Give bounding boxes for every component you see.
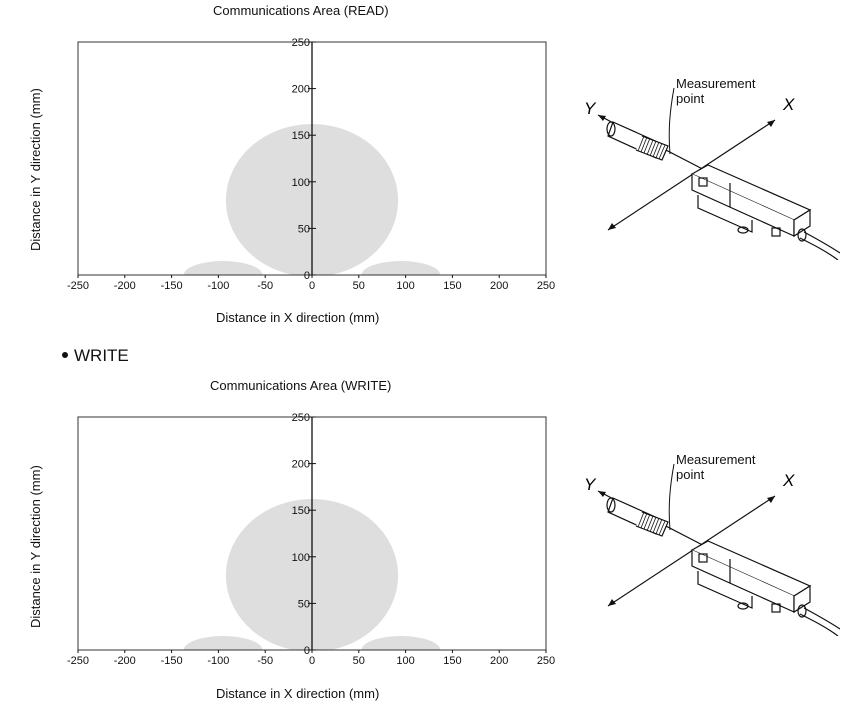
read-y-tick-label: 100 [292,177,310,189]
write-x-axis-letter: X [782,471,795,490]
read-x-tick-label: -150 [161,280,183,292]
write-y-tick-label: 150 [292,505,310,517]
read-x-axis-letter: X [782,95,795,114]
write-y-tick-label: 100 [292,552,310,564]
write-left-side-lobe [183,636,263,650]
write-right-side-lobe [361,636,441,650]
write-section-heading: WRITE [62,346,129,366]
read-x-axis-label: Distance in X direction (mm) [216,310,380,325]
write-x-tick-label: -250 [67,655,89,667]
read-x-tick-label: 50 [353,280,365,292]
write-x-tick-label: -100 [207,655,229,667]
read-x-tick-label: -250 [67,280,89,292]
write-x-tick-label: 150 [443,655,461,667]
write-x-tick-label: 100 [396,655,414,667]
read-x-tick-label: 200 [490,280,508,292]
read-y-axis-letter: Y [584,99,597,118]
read-x-tick-label: 250 [537,280,555,292]
write-measurement-point-label: Measurement point [676,452,756,482]
read-measurement-point-label: Measurement point [676,76,756,106]
write-x-tick-label: 50 [353,655,365,667]
read-y-tick-label: 200 [292,84,310,96]
write-x-tick-label: -200 [114,655,136,667]
write-x-tick-label: -50 [257,655,273,667]
read-x-tick-label: -50 [257,280,273,292]
read-y-tick-label: 0 [304,270,310,282]
bullet-icon [62,351,68,358]
read-sensor-diagram: X Y [584,87,840,260]
read-y-tick-label: 250 [292,37,310,49]
read-right-side-lobe [361,261,441,275]
write-x-tick-label: 250 [537,655,555,667]
read-x-tick-label: 0 [309,280,315,292]
write-x-tick-label: 0 [309,655,315,667]
read-left-side-lobe [183,261,263,275]
write-y-axis-letter: Y [584,475,597,494]
write-area-chart: -250 -200 -150 -100 -50 0 50 100 150 200 250 0 50 100… [67,412,555,667]
read-x-tick-label: 150 [443,280,461,292]
write-section-label: WRITE [74,346,129,365]
read-y-tick-label: 50 [298,223,310,235]
write-y-tick-label: 200 [292,459,310,471]
write-x-tick-label: -150 [161,655,183,667]
read-area-chart: -250 -200 -150 -100 -50 0 50 100 150 200 250 0 50 100… [67,37,555,292]
write-x-tick-label: 200 [490,655,508,667]
read-x-tick-label: -100 [207,280,229,292]
write-y-tick-label: 250 [292,412,310,424]
write-x-axis-label: Distance in X direction (mm) [216,686,380,701]
write-y-tick-label: 0 [304,645,310,657]
read-chart-title: Communications Area (READ) [213,3,389,18]
write-y-tick-label: 50 [298,598,310,610]
read-x-tick-label: -200 [114,280,136,292]
read-y-tick-label: 150 [292,130,310,142]
read-x-tick-label: 100 [396,280,414,292]
write-chart-title: Communications Area (WRITE) [210,378,392,393]
write-sensor-diagram: X Y [584,463,840,636]
